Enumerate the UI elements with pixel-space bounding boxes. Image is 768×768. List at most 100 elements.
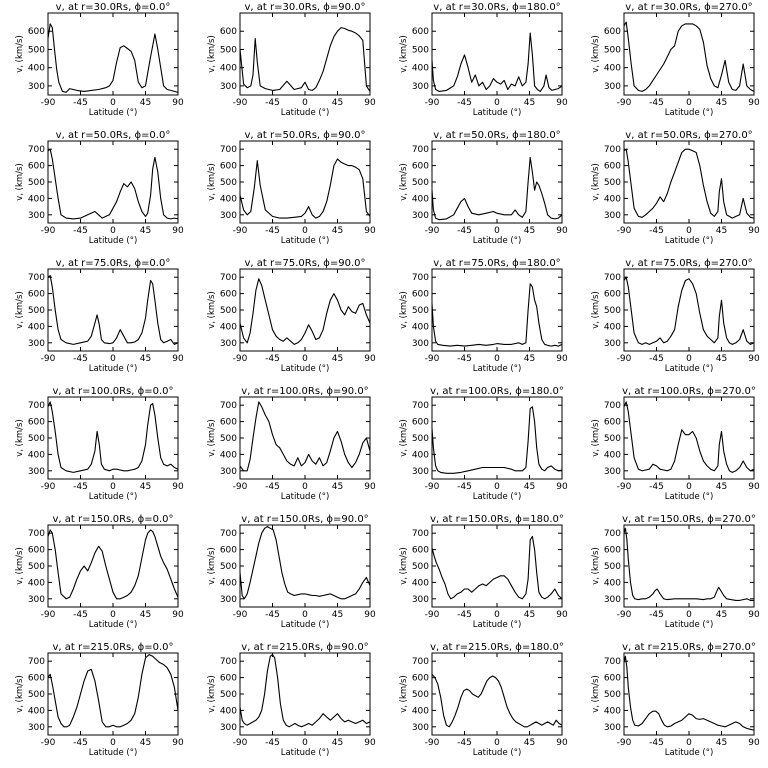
chart-panel: v, at r=30.0Rs, ϕ=90.0° -90 -45 0 45 90 300 400… — [207, 2, 376, 118]
x-tick-label: 45 — [716, 610, 727, 620]
y-tick-label: 300 — [604, 211, 621, 221]
y-tick-label: 600 — [412, 27, 429, 37]
x-tick-label: -90 — [41, 226, 56, 236]
y-tick-label: 600 — [28, 27, 45, 37]
y-tick-label: 300 — [28, 467, 45, 477]
y-axis-label: v, (km/s) — [207, 547, 217, 585]
chart-panel: v, at r=50.0Rs, ϕ=180.0° -90 -45 0 45 90 300 40… — [399, 130, 568, 246]
y-axis-label: v, (km/s) — [591, 675, 601, 713]
x-tick-label: -45 — [649, 738, 664, 748]
y-tick-label: 600 — [604, 162, 621, 172]
y-axis-label: v, (km/s) — [399, 163, 409, 201]
y-tick-label: 700 — [412, 145, 429, 155]
chart-title: v, at r=75.0Rs, ϕ=0.0° — [56, 258, 171, 269]
y-axis-label: v, (km/s) — [591, 291, 601, 329]
y-tick-label: 300 — [220, 467, 237, 477]
y-tick-label: 300 — [220, 339, 237, 349]
y-tick-label: 500 — [604, 690, 621, 700]
x-tick-label: 90 — [172, 482, 184, 492]
y-tick-label: 300 — [604, 723, 621, 733]
x-tick-label: -45 — [265, 482, 280, 492]
x-axis-label: Latitude (°) — [281, 748, 330, 758]
x-tick-label: 90 — [364, 482, 376, 492]
y-tick-label: 400 — [28, 706, 45, 716]
x-tick-label: 45 — [524, 610, 535, 620]
y-tick-label: 600 — [28, 674, 45, 684]
x-tick-label: -45 — [73, 354, 88, 364]
chart-panel: v, at r=30.0Rs, ϕ=270.0° -90 -45 0 45 90 300 40… — [591, 2, 760, 118]
x-tick-label: 0 — [686, 738, 692, 748]
x-tick-label: 90 — [748, 738, 760, 748]
y-tick-label: 600 — [28, 546, 45, 556]
chart-title: v, at r=30.0Rs, ϕ=180.0° — [433, 2, 560, 13]
y-tick-label: 500 — [604, 306, 621, 316]
x-tick-label: 45 — [524, 482, 535, 492]
y-tick-label: 700 — [28, 273, 45, 283]
x-tick-label: 0 — [302, 738, 308, 748]
x-tick-label: -90 — [233, 354, 248, 364]
y-tick-label: 400 — [604, 706, 621, 716]
y-axis-label: v, (km/s) — [399, 675, 409, 713]
y-tick-label: 700 — [604, 145, 621, 155]
x-axis-label: Latitude (°) — [89, 748, 138, 758]
series-line — [239, 27, 371, 92]
series-line — [431, 156, 563, 221]
x-axis-label: Latitude (°) — [473, 364, 522, 374]
x-tick-label: 90 — [748, 354, 760, 364]
y-tick-label: 600 — [220, 546, 237, 556]
x-tick-label: 90 — [364, 354, 376, 364]
x-tick-label: -90 — [425, 738, 440, 748]
y-tick-label: 600 — [220, 290, 237, 300]
y-tick-label: 500 — [28, 690, 45, 700]
y-tick-label: 300 — [604, 82, 621, 92]
chart-panel: v, at r=215.0Rs, ϕ=90.0° -90 -45 0 45 90 300 40… — [207, 642, 376, 758]
x-tick-label: 45 — [716, 98, 727, 108]
y-tick-label: 400 — [412, 706, 429, 716]
series-line — [623, 276, 755, 345]
plot-frame — [47, 652, 179, 736]
chart-title: v, at r=75.0Rs, ϕ=90.0° — [244, 258, 365, 269]
y-tick-label: 500 — [220, 306, 237, 316]
y-axis-label: v, (km/s) — [591, 35, 601, 73]
x-axis-label: Latitude (°) — [473, 492, 522, 502]
y-tick-label: 700 — [604, 273, 621, 283]
plot-frame — [47, 524, 179, 608]
chart-title: v, at r=215.0Rs, ϕ=90.0° — [241, 642, 368, 653]
chart-panel: v, at r=100.0Rs, ϕ=180.0° -90 -45 0 45 90 300 4… — [399, 386, 568, 502]
y-axis-label: v, (km/s) — [15, 35, 25, 73]
x-tick-label: -45 — [457, 226, 472, 236]
chart-panel: v, at r=30.0Rs, ϕ=0.0° -90 -45 0 45 90 300 400 5… — [15, 2, 184, 118]
x-tick-label: -45 — [457, 98, 472, 108]
y-tick-label: 400 — [220, 578, 237, 588]
y-tick-label: 400 — [28, 64, 45, 74]
x-tick-label: 90 — [364, 98, 376, 108]
chart-panel: v, at r=75.0Rs, ϕ=270.0° -90 -45 0 45 90 300 40… — [591, 258, 760, 374]
x-tick-label: 0 — [494, 226, 500, 236]
y-tick-label: 700 — [412, 273, 429, 283]
chart-title: v, at r=100.0Rs, ϕ=270.0° — [622, 386, 756, 397]
x-tick-label: 90 — [172, 354, 184, 364]
plot-frame — [239, 524, 371, 608]
y-tick-label: 500 — [604, 178, 621, 188]
x-tick-label: -90 — [617, 482, 632, 492]
y-tick-label: 400 — [604, 578, 621, 588]
y-tick-label: 500 — [604, 434, 621, 444]
x-tick-label: 90 — [364, 610, 376, 620]
y-tick-label: 500 — [220, 45, 237, 55]
x-tick-label: 90 — [172, 610, 184, 620]
x-tick-label: 0 — [110, 482, 116, 492]
x-axis-label: Latitude (°) — [665, 108, 714, 118]
y-tick-label: 400 — [220, 194, 237, 204]
x-tick-label: -90 — [425, 610, 440, 620]
chart-panel: v, at r=215.0Rs, ϕ=0.0° -90 -45 0 45 90 300 400… — [15, 642, 184, 758]
y-tick-label: 700 — [28, 145, 45, 155]
x-tick-label: 45 — [140, 226, 151, 236]
y-tick-label: 600 — [412, 290, 429, 300]
y-tick-label: 600 — [412, 418, 429, 428]
y-tick-label: 400 — [28, 322, 45, 332]
x-tick-label: -45 — [73, 226, 88, 236]
chart-title: v, at r=30.0Rs, ϕ=90.0° — [244, 2, 365, 13]
x-tick-label: -45 — [649, 354, 664, 364]
series-line — [47, 401, 179, 473]
